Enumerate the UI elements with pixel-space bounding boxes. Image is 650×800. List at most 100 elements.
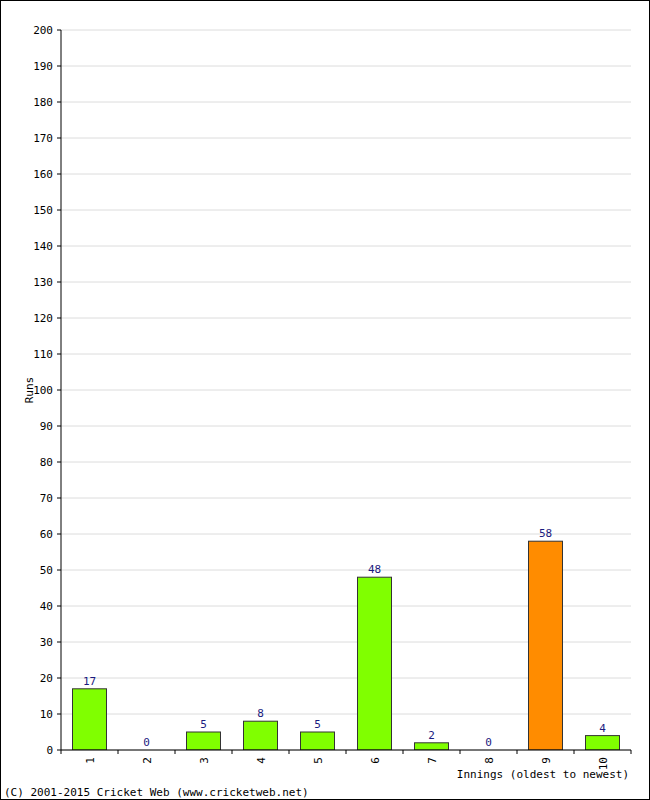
y-tick-label: 150 bbox=[33, 204, 53, 217]
y-tick-label: 100 bbox=[33, 384, 53, 397]
x-tick bbox=[175, 750, 176, 754]
frame bbox=[1, 1, 650, 800]
x-tick bbox=[346, 750, 347, 754]
y-tick bbox=[57, 210, 61, 211]
bar bbox=[301, 732, 335, 750]
data-label: 0 bbox=[485, 736, 492, 749]
x-tick-label: 5 bbox=[312, 757, 325, 764]
grid-line bbox=[61, 138, 631, 139]
bar bbox=[358, 577, 392, 750]
grid-line bbox=[61, 246, 631, 247]
y-tick bbox=[57, 678, 61, 679]
y-tick bbox=[57, 462, 61, 463]
grid-line bbox=[61, 390, 631, 391]
x-tick bbox=[61, 750, 62, 754]
y-tick-label: 60 bbox=[40, 528, 53, 541]
grid-line bbox=[61, 210, 631, 211]
x-tick bbox=[460, 750, 461, 754]
y-tick-label: 110 bbox=[33, 348, 53, 361]
x-tick-label: 4 bbox=[255, 757, 268, 764]
bar bbox=[529, 541, 563, 750]
x-tick-label: 6 bbox=[369, 757, 382, 764]
bar bbox=[586, 736, 620, 750]
bar bbox=[415, 743, 449, 750]
y-tick bbox=[57, 642, 61, 643]
y-tick bbox=[57, 606, 61, 607]
y-tick bbox=[57, 102, 61, 103]
data-label: 5 bbox=[200, 718, 207, 731]
bars bbox=[73, 541, 620, 750]
grid-line bbox=[61, 462, 631, 463]
y-tick-label: 40 bbox=[40, 600, 53, 613]
x-tick-label: 8 bbox=[483, 757, 496, 764]
copyright: (C) 2001-2015 Cricket Web (www.cricketwe… bbox=[4, 786, 309, 799]
y-tick-label: 80 bbox=[40, 456, 53, 469]
x-tick-label: 7 bbox=[426, 757, 439, 764]
data-label: 58 bbox=[539, 527, 552, 540]
grid-line bbox=[61, 318, 631, 319]
y-tick bbox=[57, 66, 61, 67]
grid-line bbox=[61, 66, 631, 67]
y-tick-label: 30 bbox=[40, 636, 53, 649]
y-tick-label: 190 bbox=[33, 60, 53, 73]
x-tick bbox=[403, 750, 404, 754]
y-tick-label: 120 bbox=[33, 312, 53, 325]
y-tick bbox=[57, 390, 61, 391]
y-tick-label: 20 bbox=[40, 672, 53, 685]
grid-line bbox=[61, 102, 631, 103]
y-tick bbox=[57, 426, 61, 427]
data-label: 2 bbox=[428, 729, 435, 742]
grid-line bbox=[61, 426, 631, 427]
x-tick bbox=[232, 750, 233, 754]
y-tick-label: 200 bbox=[33, 24, 53, 37]
y-tick bbox=[57, 354, 61, 355]
y-tick-label: 130 bbox=[33, 276, 53, 289]
x-tick-label: 2 bbox=[141, 757, 154, 764]
y-tick bbox=[57, 246, 61, 247]
grid-line bbox=[61, 30, 631, 31]
y-tick-label: 180 bbox=[33, 96, 53, 109]
y-tick-label: 10 bbox=[40, 708, 53, 721]
x-tick bbox=[289, 750, 290, 754]
y-tick-label: 170 bbox=[33, 132, 53, 145]
bar bbox=[244, 721, 278, 750]
y-tick bbox=[57, 318, 61, 319]
y-tick-label: 160 bbox=[33, 168, 53, 181]
x-tick-label: 3 bbox=[198, 757, 211, 764]
y-tick bbox=[57, 138, 61, 139]
y-tick bbox=[57, 714, 61, 715]
x-tick-label: 1 bbox=[84, 757, 97, 764]
grid-line bbox=[61, 498, 631, 499]
x-tick bbox=[631, 750, 632, 754]
x-tick bbox=[574, 750, 575, 754]
data-label: 0 bbox=[143, 736, 150, 749]
x-tick bbox=[118, 750, 119, 754]
grid-line bbox=[61, 354, 631, 355]
y-tick-label: 90 bbox=[40, 420, 53, 433]
data-label: 48 bbox=[368, 563, 381, 576]
x-axis-label: Innings (oldest to newest) bbox=[457, 768, 629, 781]
data-label: 8 bbox=[257, 707, 264, 720]
y-axis bbox=[61, 30, 62, 750]
grid-line bbox=[61, 282, 631, 283]
y-tick-label: 140 bbox=[33, 240, 53, 253]
data-label: 5 bbox=[314, 718, 321, 731]
y-tick-label: 50 bbox=[40, 564, 53, 577]
y-tick bbox=[57, 282, 61, 283]
x-tick bbox=[517, 750, 518, 754]
y-tick bbox=[57, 498, 61, 499]
y-tick bbox=[57, 570, 61, 571]
y-tick bbox=[57, 30, 61, 31]
y-tick bbox=[57, 750, 61, 751]
data-label: 4 bbox=[599, 722, 606, 735]
data-label: 17 bbox=[83, 675, 96, 688]
y-tick bbox=[57, 174, 61, 175]
chart: 0102030405060708090100110120130140150160… bbox=[0, 0, 650, 800]
bar bbox=[187, 732, 221, 750]
y-tick-label: 0 bbox=[46, 744, 53, 757]
bar bbox=[73, 689, 107, 750]
x-tick-label: 9 bbox=[540, 757, 553, 764]
y-tick-label: 70 bbox=[40, 492, 53, 505]
y-axis-label: Runs bbox=[23, 377, 36, 404]
grid-line bbox=[61, 174, 631, 175]
